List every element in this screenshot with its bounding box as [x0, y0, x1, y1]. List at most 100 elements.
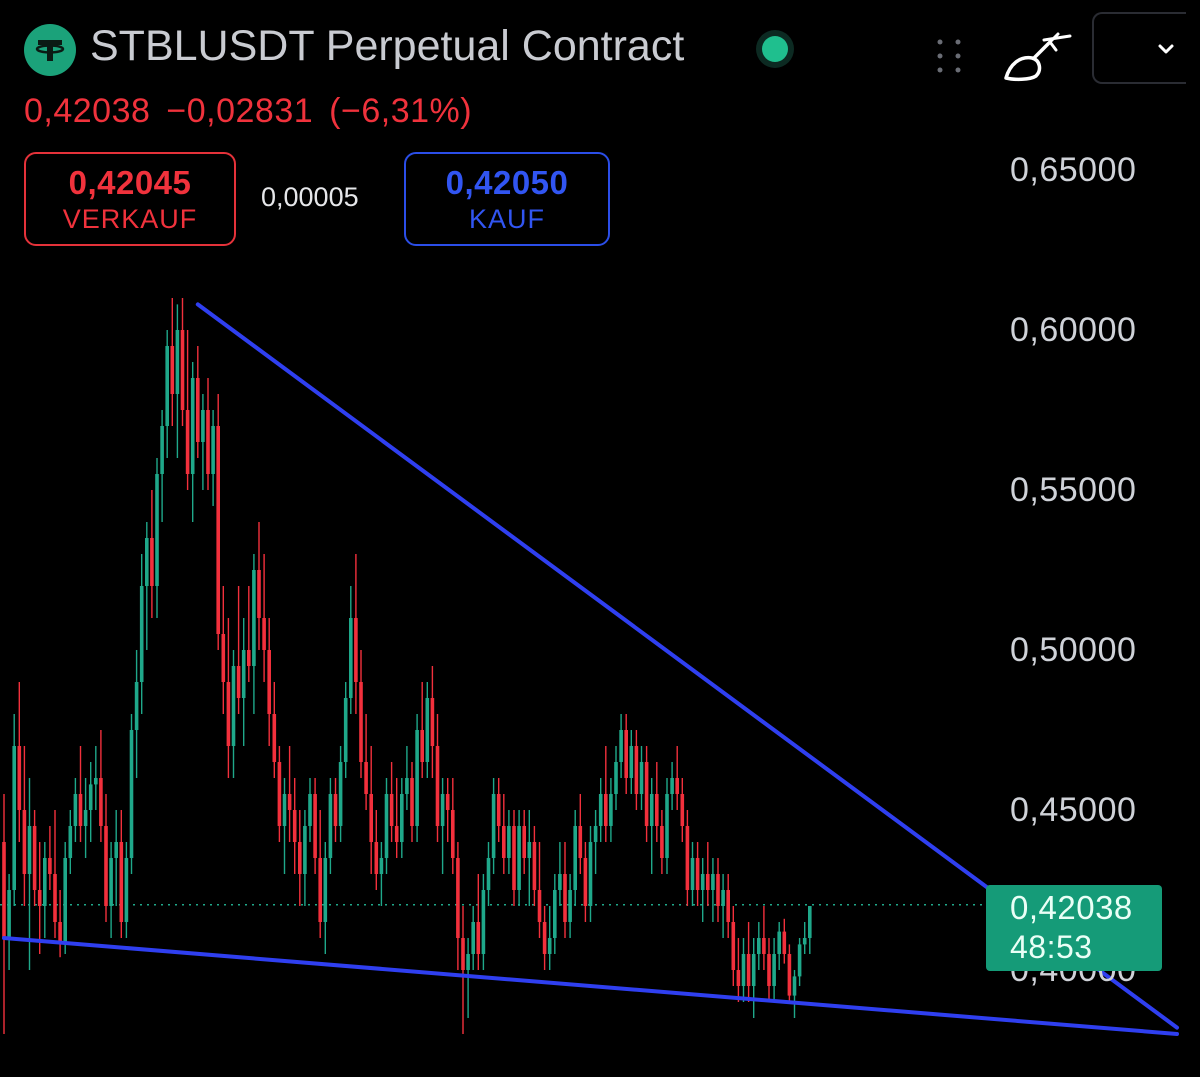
candle-body	[476, 922, 481, 954]
candle	[660, 810, 664, 874]
candle-body	[517, 826, 521, 890]
candle	[43, 842, 47, 938]
candle-body	[252, 570, 256, 666]
candle	[252, 554, 256, 714]
candle	[78, 746, 83, 842]
brush-icon[interactable]	[1000, 28, 1080, 84]
price-change: −0,02831	[166, 92, 314, 130]
candle	[532, 826, 537, 906]
candle-body	[68, 826, 73, 858]
candle-body	[680, 794, 685, 826]
candle	[762, 906, 766, 970]
candle-body	[706, 874, 710, 890]
candle-body	[757, 938, 761, 954]
candle-body	[700, 874, 705, 890]
candle-body	[282, 794, 287, 826]
candle-body	[185, 410, 190, 474]
candle	[496, 778, 501, 842]
buy-price: 0,42050	[445, 164, 569, 201]
candle	[588, 826, 593, 922]
candle	[680, 778, 685, 842]
support-trendline[interactable]	[2, 936, 1179, 1036]
candle-body	[685, 826, 690, 890]
candle	[415, 714, 419, 842]
candle	[150, 490, 154, 618]
candle-body	[573, 826, 577, 890]
candle	[553, 874, 557, 954]
candle-body	[226, 682, 231, 746]
candle	[343, 682, 348, 778]
candle	[12, 714, 16, 906]
candle-body	[241, 650, 246, 698]
candle-body	[37, 890, 42, 906]
candle	[471, 906, 475, 970]
candle-body	[445, 794, 450, 810]
candle-body	[221, 634, 226, 682]
candle	[547, 906, 552, 970]
candle-body	[313, 794, 317, 858]
candle	[231, 650, 236, 778]
candle	[124, 842, 129, 938]
candle-body	[155, 474, 159, 586]
candle	[400, 778, 404, 858]
candle-body	[180, 330, 185, 410]
candle-body	[762, 938, 766, 954]
candle	[578, 794, 583, 874]
candle	[741, 938, 746, 1002]
symbol-title[interactable]: STBLUSDT Perpetual Contract	[90, 22, 685, 70]
candle-body	[604, 794, 608, 826]
candle-body	[170, 346, 175, 394]
candle	[598, 778, 603, 842]
candle	[507, 810, 511, 874]
candle	[180, 298, 185, 426]
candle	[542, 906, 547, 970]
candle	[675, 746, 679, 810]
candle-body	[415, 730, 419, 826]
candle	[563, 842, 567, 938]
candle-body	[512, 826, 516, 890]
candle-body	[369, 794, 373, 842]
candle	[772, 938, 776, 1002]
candle-body	[491, 794, 496, 858]
candle	[461, 906, 465, 1034]
candle	[537, 842, 542, 938]
candle-body	[782, 931, 787, 954]
candle	[690, 842, 695, 906]
candle-body	[430, 698, 435, 746]
buy-button[interactable]: 0,42050 KAUF	[404, 152, 610, 246]
candle-body	[63, 858, 67, 945]
candle-body	[542, 922, 547, 954]
candle	[481, 874, 486, 970]
drag-handle-icon[interactable]	[934, 36, 964, 76]
sell-button[interactable]: 0,42045 VERKAUF	[24, 152, 236, 246]
candle-body	[726, 890, 730, 922]
candle-body	[619, 730, 623, 762]
candle-body	[598, 794, 603, 826]
candle	[787, 944, 792, 1002]
candle-body	[634, 746, 639, 794]
candle	[527, 810, 532, 906]
candle-body	[767, 954, 771, 986]
quote-line: 0,42038 −0,02831 (−6,31%)	[24, 92, 488, 131]
candle	[736, 938, 741, 1002]
candle-body	[649, 794, 654, 826]
candle	[175, 304, 180, 458]
candle-body	[58, 922, 62, 945]
candle	[512, 810, 516, 906]
candle-body	[150, 538, 154, 586]
candle-body	[425, 698, 430, 762]
tether-logo-icon	[24, 24, 76, 76]
candle	[134, 650, 139, 778]
candle	[782, 918, 787, 964]
candle-body	[502, 826, 506, 858]
chart-type-dropdown[interactable]	[1092, 12, 1186, 84]
price-change-percent: (−6,31%)	[329, 92, 473, 130]
candle-body	[435, 746, 440, 826]
candle	[420, 682, 424, 778]
candle-body	[333, 794, 338, 826]
candle-body	[145, 538, 149, 586]
candle-body	[27, 826, 32, 874]
candle	[649, 778, 654, 874]
candle-body	[22, 810, 27, 874]
candle-body	[359, 682, 363, 762]
